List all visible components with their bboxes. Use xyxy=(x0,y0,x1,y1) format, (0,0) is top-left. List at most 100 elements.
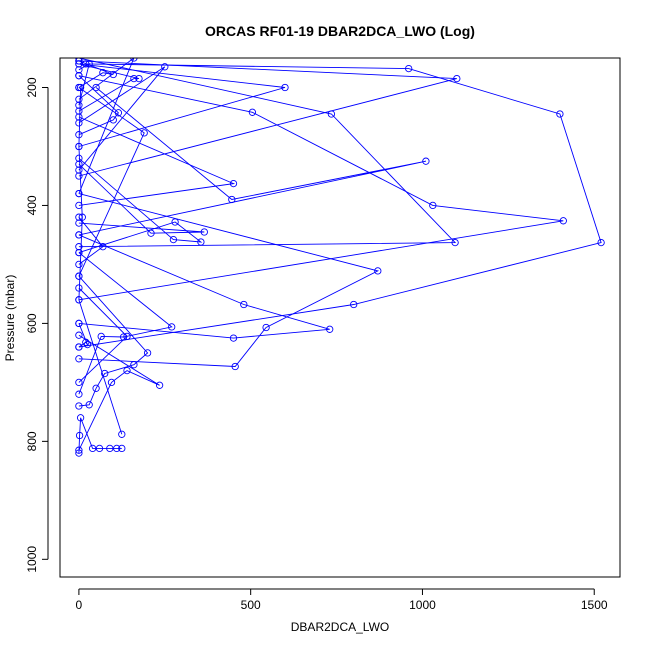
series-line-5 xyxy=(78,193,380,367)
data-point-5-3 xyxy=(374,267,382,275)
data-point-2-4 xyxy=(75,331,83,339)
series-line-3 xyxy=(78,275,149,407)
series-layer xyxy=(75,58,605,457)
series-21 xyxy=(75,284,131,387)
y-tick-label-3: 800 xyxy=(25,431,39,451)
data-point-24-2 xyxy=(75,119,83,127)
series-line-12 xyxy=(78,63,286,147)
data-point-4-1 xyxy=(97,332,105,341)
axes-layer: 0 500 1000 1500 200 400 600 800 1000 xyxy=(25,57,621,612)
series-2 xyxy=(75,331,164,454)
series-line-7 xyxy=(78,63,602,348)
x-axis-label: DBAR2DCA_LWO xyxy=(291,620,389,634)
series-25 xyxy=(75,213,107,269)
data-point-0-7 xyxy=(118,444,126,453)
data-point-2-0 xyxy=(75,446,83,454)
series-line-0 xyxy=(78,417,122,454)
data-point-2-1 xyxy=(107,378,116,387)
data-point-15-1 xyxy=(171,218,179,226)
data-point-22-2 xyxy=(75,95,83,103)
data-point-25-0 xyxy=(75,260,83,269)
data-point-6-1 xyxy=(229,334,238,342)
data-point-7-1 xyxy=(350,300,358,309)
data-point-10-0 xyxy=(75,231,83,239)
data-point-13-1 xyxy=(453,74,461,83)
data-point-3-0 xyxy=(75,402,83,410)
data-point-15-3 xyxy=(169,235,178,244)
series-line-8 xyxy=(78,75,564,301)
y-tick-label-2: 600 xyxy=(25,313,39,333)
series-6 xyxy=(75,231,334,342)
data-point-6-3 xyxy=(240,300,248,309)
y-axis-label: Pressure (mbar) xyxy=(3,275,17,362)
data-point-20-1 xyxy=(82,338,90,346)
data-point-19-3 xyxy=(75,58,83,65)
data-point-19-0 xyxy=(75,83,83,92)
series-line-13 xyxy=(78,60,457,177)
y-tick-label-1: 400 xyxy=(25,195,39,215)
data-point-16-0 xyxy=(75,272,83,280)
plot-frame xyxy=(59,57,621,578)
series-line-23 xyxy=(78,62,90,106)
data-point-23-1 xyxy=(85,60,93,68)
data-point-20-2 xyxy=(83,340,92,349)
data-point-0-6 xyxy=(113,444,121,453)
series-line-2 xyxy=(78,334,160,451)
data-point-16-1 xyxy=(140,129,148,137)
series-24 xyxy=(75,63,169,174)
data-point-17-2 xyxy=(114,109,123,117)
data-point-2-3 xyxy=(155,381,164,389)
series-12 xyxy=(75,60,289,151)
data-point-1-0 xyxy=(118,430,126,438)
data-point-7-3 xyxy=(556,110,564,118)
data-point-19-1 xyxy=(99,69,107,77)
data-point-15-2 xyxy=(197,238,205,246)
series-line-11 xyxy=(78,116,236,206)
data-point-9-1 xyxy=(451,238,459,247)
data-point-10-2 xyxy=(228,195,236,204)
data-point-8-0 xyxy=(75,296,83,304)
chart-title: ORCAS RF01-19 DBAR2DCA_LWO (Log) xyxy=(205,23,475,39)
data-point-21-1 xyxy=(123,332,131,341)
data-point-23-2 xyxy=(75,66,83,74)
data-point-18-3 xyxy=(75,60,83,68)
data-point-7-2 xyxy=(597,238,605,247)
series-5 xyxy=(75,189,382,371)
data-point-20-0 xyxy=(75,343,83,351)
data-point-8-3 xyxy=(248,108,257,116)
series-line-24 xyxy=(78,66,166,171)
data-point-8-2 xyxy=(429,201,437,210)
data-point-14-0 xyxy=(75,219,83,227)
series-line-25 xyxy=(78,216,104,265)
data-point-21-2 xyxy=(75,284,83,292)
data-point-14-3 xyxy=(75,160,83,168)
series-8 xyxy=(75,72,567,304)
data-point-11-1 xyxy=(229,179,238,188)
series-line-21 xyxy=(78,287,128,383)
data-point-0-1 xyxy=(75,431,84,440)
series-15 xyxy=(75,154,205,257)
series-line-19 xyxy=(78,60,114,88)
data-point-12-0 xyxy=(75,142,83,151)
series-7 xyxy=(75,60,605,351)
series-line-18 xyxy=(78,63,140,112)
series-line-10 xyxy=(78,87,426,236)
data-point-3-3 xyxy=(101,369,109,378)
data-point-24-0 xyxy=(75,166,83,174)
data-point-17-1 xyxy=(109,116,117,124)
data-point-11-0 xyxy=(75,201,83,210)
data-point-17-3 xyxy=(75,72,83,80)
data-point-0-3 xyxy=(88,444,97,453)
data-point-3-2 xyxy=(92,384,100,392)
data-point-2-2 xyxy=(123,366,131,375)
data-point-21-0 xyxy=(75,378,83,387)
data-point-8-1 xyxy=(559,217,567,225)
y-tick-label-0: 200 xyxy=(25,77,39,97)
data-point-18-0 xyxy=(75,107,83,115)
data-point-23-0 xyxy=(75,101,83,109)
series-line-6 xyxy=(78,234,330,339)
data-point-4-3 xyxy=(168,323,176,331)
series-18 xyxy=(75,60,143,115)
x-tick-label-3: 1500 xyxy=(581,598,608,612)
